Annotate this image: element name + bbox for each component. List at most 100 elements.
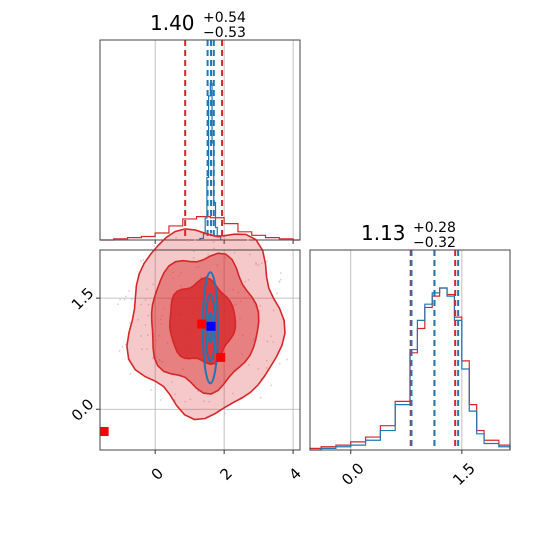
scatter-sample — [146, 334, 149, 336]
title-0-plus: +0.54 — [203, 10, 246, 26]
scatter-sample — [158, 358, 161, 361]
title-1-minus: −0.32 — [413, 235, 456, 251]
scatter-sample — [147, 303, 150, 306]
scatter-sample — [171, 271, 174, 274]
scatter-sample — [198, 265, 201, 268]
scatter-sample — [159, 399, 162, 401]
scatter-sample — [275, 292, 278, 295]
scatter-sample — [255, 263, 258, 266]
scatter-sample — [150, 389, 153, 391]
y-tick-label: 0.0 — [68, 395, 98, 425]
scatter-sample — [146, 288, 148, 291]
title-0-value: 1.40 — [150, 11, 195, 35]
scatter-sample — [240, 353, 243, 356]
scatter-sample — [123, 298, 126, 301]
truth-marker — [216, 352, 226, 362]
scatter-sample — [189, 398, 192, 401]
scatter-sample — [161, 314, 164, 317]
scatter-sample — [195, 266, 198, 269]
scatter-sample — [187, 240, 190, 242]
scatter-sample — [146, 348, 148, 350]
scatter-sample — [278, 362, 281, 365]
scatter-sample — [200, 276, 203, 279]
title-1-value: 1.13 — [361, 221, 406, 245]
scatter-sample — [142, 258, 145, 261]
scatter-sample — [147, 314, 149, 317]
scatter-sample — [169, 297, 172, 300]
x-tick-label: 0.0 — [338, 459, 368, 489]
scatter-sample — [249, 253, 251, 256]
scatter-sample — [272, 341, 275, 343]
scatter-sample — [207, 253, 210, 256]
scatter-sample — [174, 399, 176, 402]
scatter-sample — [212, 240, 215, 243]
scatter-sample — [255, 262, 257, 264]
scatter-sample — [266, 359, 268, 362]
scatter-sample — [257, 264, 260, 267]
scatter-sample — [253, 338, 256, 341]
x-tick-label: 0 — [148, 464, 167, 483]
scatter-sample — [171, 381, 173, 383]
scatter-sample — [144, 299, 147, 302]
scatter-sample — [224, 256, 227, 259]
scatter-sample — [286, 358, 288, 361]
scatter-sample — [145, 297, 148, 300]
scatter-sample — [237, 291, 240, 294]
scatter-sample — [258, 310, 261, 312]
scatter-sample — [223, 274, 226, 277]
scatter-sample — [130, 298, 133, 301]
scatter-sample — [139, 260, 142, 262]
scatter-sample — [265, 367, 268, 369]
scatter-sample — [116, 303, 119, 306]
scatter-sample — [260, 262, 263, 265]
scatter-sample — [231, 392, 234, 395]
scatter-sample — [279, 278, 282, 281]
y-tick-label: 1.5 — [68, 284, 98, 314]
scatter-sample — [216, 264, 219, 267]
panel-frame — [99, 39, 301, 241]
scatter-sample — [192, 257, 195, 259]
truth-marker — [99, 426, 109, 436]
scatter-sample — [203, 400, 205, 403]
scatter-sample — [233, 304, 235, 307]
scatter-sample — [180, 271, 183, 274]
scatter-sample — [247, 279, 250, 281]
scatter-sample — [155, 356, 158, 358]
scatter-sample — [208, 400, 211, 403]
scatter-sample — [158, 334, 160, 337]
histogram-panel-param-0 — [99, 39, 301, 244]
scatter-sample — [192, 250, 195, 253]
scatter-sample — [232, 288, 234, 291]
scatter-sample — [180, 284, 182, 287]
x-tick-label: 2 — [217, 464, 236, 483]
scatter-sample — [144, 324, 147, 326]
scatter-sample — [140, 335, 142, 337]
title-1-plus: +0.28 — [413, 220, 456, 236]
scatter-sample — [128, 290, 130, 292]
scatter-sample — [161, 361, 164, 364]
scatter-sample — [154, 339, 157, 342]
truth-marker — [206, 321, 216, 331]
scatter-sample — [151, 357, 154, 360]
histogram-panel-param-1: 0.0 1.5 — [309, 249, 511, 489]
scatter-sample — [172, 277, 175, 280]
scatter-sample — [272, 309, 275, 312]
scatter-sample — [239, 300, 242, 303]
scatter-sample — [270, 335, 272, 338]
scatter-sample — [213, 247, 216, 250]
scatter-sample — [121, 345, 124, 348]
scatter-sample — [151, 283, 154, 286]
title-param-0: 1.40 +0.54 −0.53 — [150, 10, 246, 41]
scatter-sample — [246, 239, 249, 242]
scatter-sample — [244, 280, 246, 283]
scatter-sample — [173, 393, 176, 396]
scatter-sample — [233, 251, 236, 254]
scatter-sample — [235, 303, 238, 306]
scatter-sample — [279, 272, 282, 274]
title-param-1: 1.13 +0.28 −0.32 — [361, 220, 456, 251]
scatter-sample — [239, 317, 241, 320]
scatter-sample — [181, 368, 184, 370]
scatter-sample — [119, 298, 121, 301]
scatter-sample — [204, 408, 207, 411]
